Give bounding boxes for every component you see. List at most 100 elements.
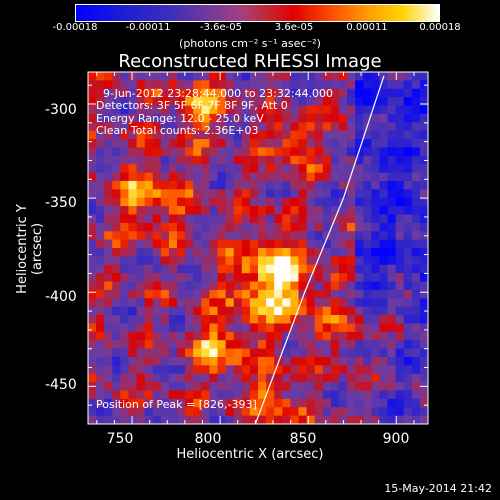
heatmap-cell (347, 289, 356, 299)
heatmap-cell (403, 256, 413, 266)
heatmap-cell (322, 113, 332, 123)
heatmap-cell (330, 206, 340, 216)
heatmap-cell (298, 155, 308, 165)
heatmap-cell (355, 72, 364, 81)
heatmap-cell (419, 306, 428, 316)
heatmap-cell (177, 340, 186, 350)
heatmap-cell (233, 155, 243, 165)
heatmap-cell (379, 306, 389, 316)
heatmap-cell (274, 72, 283, 81)
heatmap-cell (266, 248, 275, 257)
heatmap-cell (233, 298, 243, 308)
heatmap-cell (258, 298, 267, 308)
heatmap-cell (258, 72, 267, 81)
heatmap-cell (96, 273, 105, 283)
heatmap-cell (120, 365, 130, 375)
heatmap-cell (217, 281, 227, 291)
heatmap-cell (152, 164, 162, 174)
heatmap-cell (266, 231, 275, 241)
heatmap-cell (120, 214, 130, 224)
heatmap-cell (177, 80, 186, 90)
heatmap-cell (225, 407, 235, 417)
heatmap-cell (96, 214, 105, 224)
heatmap-cell (241, 105, 251, 115)
heatmap-cell (314, 180, 324, 190)
heatmap-cell (322, 264, 332, 274)
heatmap-cell (411, 348, 421, 358)
heatmap-cell (88, 281, 97, 291)
heatmap-cell (96, 390, 105, 400)
heatmap-cell (144, 180, 154, 190)
heatmap-cell (241, 390, 251, 400)
heatmap-cell (411, 365, 421, 375)
heatmap-cell (258, 155, 267, 165)
heatmap-cell (152, 415, 162, 424)
heatmap-cell (322, 398, 332, 408)
heatmap-cell (403, 306, 413, 316)
heatmap-cell (96, 113, 105, 123)
heatmap-cell (379, 189, 389, 199)
heatmap-cell (193, 97, 202, 107)
heatmap-cell (120, 373, 130, 383)
heatmap-cell (290, 281, 300, 291)
heatmap-cell (112, 206, 121, 216)
heatmap-cell (249, 273, 259, 283)
heatmap-cell (249, 231, 259, 241)
heatmap-cell (395, 222, 405, 232)
heatmap-cell (209, 189, 219, 199)
heatmap-cell (177, 390, 186, 400)
heatmap-cell (395, 306, 405, 316)
heatmap-cell (177, 407, 186, 417)
axis-ticks (88, 72, 428, 425)
heatmap-cell (193, 180, 202, 190)
heatmap-cell (144, 331, 154, 341)
heatmap-cell (128, 289, 138, 299)
heatmap-cell (387, 113, 397, 123)
heatmap-cell (411, 231, 421, 241)
heatmap-cell (233, 390, 243, 400)
heatmap-cell (347, 273, 356, 283)
heatmap-cell (274, 105, 283, 115)
x-tick-label: 900 (382, 431, 410, 447)
heatmap-cell (290, 273, 300, 283)
heatmap-cell (379, 139, 389, 149)
heatmap-cell (249, 222, 259, 232)
heatmap-cell (177, 214, 186, 224)
heatmap-cell (330, 298, 340, 308)
heatmap-cell (282, 72, 291, 81)
heatmap-cell (411, 105, 421, 115)
heatmap-cell (225, 348, 235, 358)
heatmap-cell (96, 139, 105, 149)
heatmap-cell (322, 155, 332, 165)
heatmap-cell (249, 172, 259, 182)
heatmap-cell (233, 281, 243, 291)
heatmap-cell (177, 315, 186, 325)
heatmap-cell (306, 256, 316, 266)
heatmap-cell (168, 113, 178, 123)
heatmap-cell (96, 248, 105, 257)
heatmap-cell (96, 189, 105, 199)
heatmap-cell (403, 189, 413, 199)
heatmap-cell (104, 289, 113, 299)
heatmap-cell (290, 139, 300, 149)
heatmap-cell (387, 222, 397, 232)
heatmap-cell (201, 130, 211, 140)
heatmap-cell (395, 239, 405, 249)
heatmap-cell (160, 348, 170, 358)
heatmap-cell (168, 356, 178, 366)
heatmap-cell (104, 164, 113, 174)
heatmap-cell (160, 273, 170, 283)
heatmap-cell (209, 155, 219, 165)
heatmap-cell (395, 264, 405, 274)
heatmap-cell (379, 130, 389, 140)
heatmap-cell (160, 281, 170, 291)
heatmap-cell (274, 323, 283, 333)
heatmap-cell (419, 390, 428, 400)
heatmap-cell (112, 239, 121, 249)
heatmap-cell (419, 189, 428, 199)
heatmap-cell (322, 273, 332, 283)
heatmap-cell (258, 222, 267, 232)
heatmap-cell (112, 407, 121, 417)
heatmap-cell (201, 231, 211, 241)
heatmap-cell (330, 197, 340, 207)
